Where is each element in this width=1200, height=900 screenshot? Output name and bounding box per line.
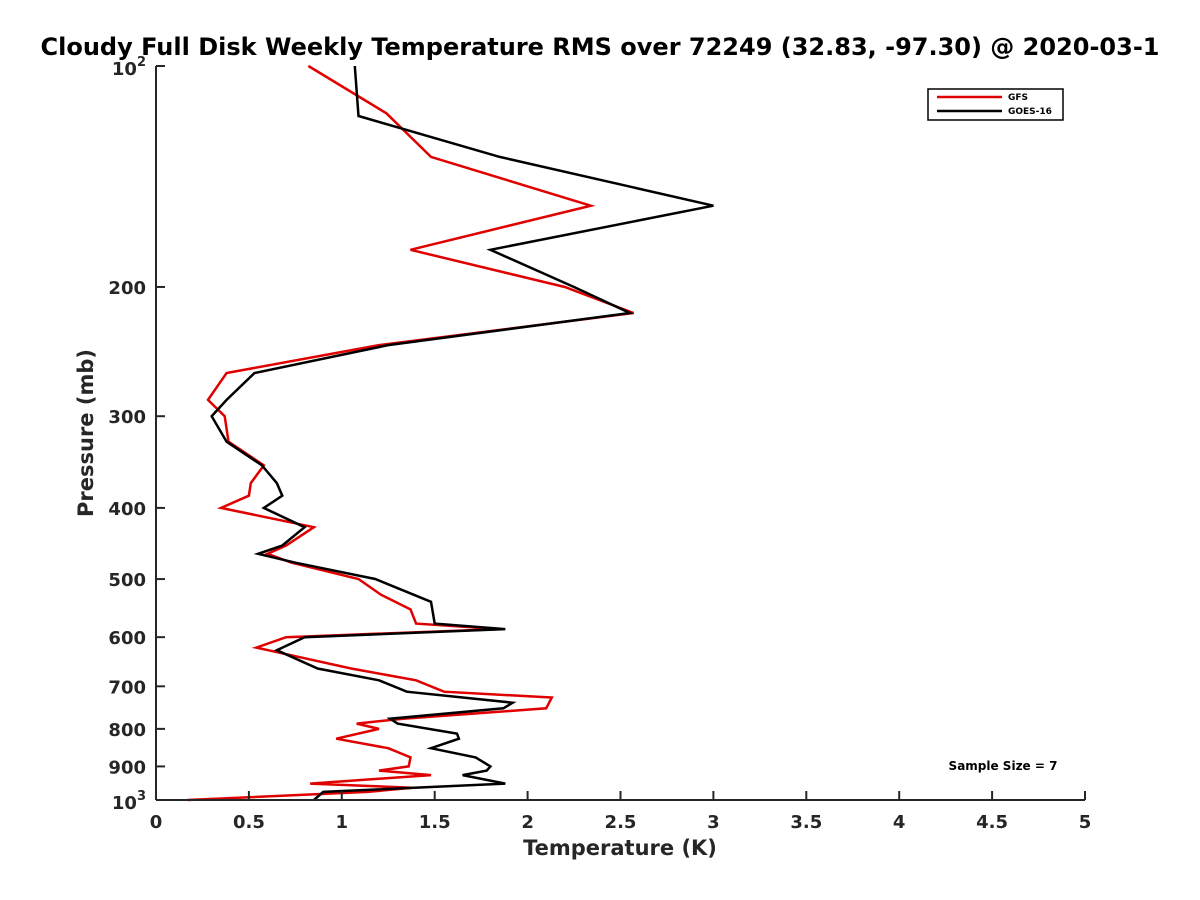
axes-layer: 0 0.5 1 1.5 2 2.5 3 3.5 4 4.5 5 102 200 300 400 500 600 7… — [108, 55, 1091, 833]
x-tick-label: 1.5 — [419, 812, 451, 833]
legend: GFS GOES-16 — [927, 88, 1064, 121]
y-tick-label: 800 — [108, 720, 146, 741]
sample-size-annotation: Sample Size = 7 — [949, 759, 1058, 773]
y-tick-label: 700 — [108, 677, 146, 698]
legend-label: GOES-16 — [1008, 107, 1052, 117]
x-tick-label: 3 — [707, 812, 720, 833]
x-tick-label: 3.5 — [790, 812, 822, 833]
y-tick-label: 102 — [112, 55, 146, 80]
series-layer — [187, 64, 714, 802]
chart-title: Cloudy Full Disk Weekly Temperature RMS … — [41, 33, 1160, 61]
y-tick-label: 400 — [108, 499, 146, 520]
y-tick-label: 300 — [108, 407, 146, 428]
y-tick-label: 600 — [108, 628, 146, 649]
legend-box — [927, 88, 1064, 121]
y-tick-label: 900 — [108, 757, 146, 778]
x-tick-label: 4 — [893, 812, 906, 833]
y-tick-label: 200 — [108, 278, 146, 299]
x-tick-label: 0 — [150, 812, 163, 833]
legend-items: GFS GOES-16 — [937, 93, 1052, 117]
x-tick-label: 5 — [1079, 812, 1092, 833]
x-axis-label: Temperature (K) — [523, 836, 717, 860]
x-tick-label: 0.5 — [233, 812, 265, 833]
y-tick-label: 500 — [108, 570, 146, 591]
series-line-goes-16 — [210, 65, 714, 801]
series-line-gfs — [187, 64, 634, 802]
y-tick-label: 103 — [112, 789, 146, 814]
x-tick-label: 4.5 — [976, 812, 1008, 833]
y-axis-label: Pressure (mb) — [74, 349, 98, 517]
x-tick-label: 2.5 — [605, 812, 637, 833]
legend-label: GFS — [1008, 93, 1028, 103]
x-tick-label: 1 — [336, 812, 349, 833]
x-tick-label: 2 — [521, 812, 534, 833]
